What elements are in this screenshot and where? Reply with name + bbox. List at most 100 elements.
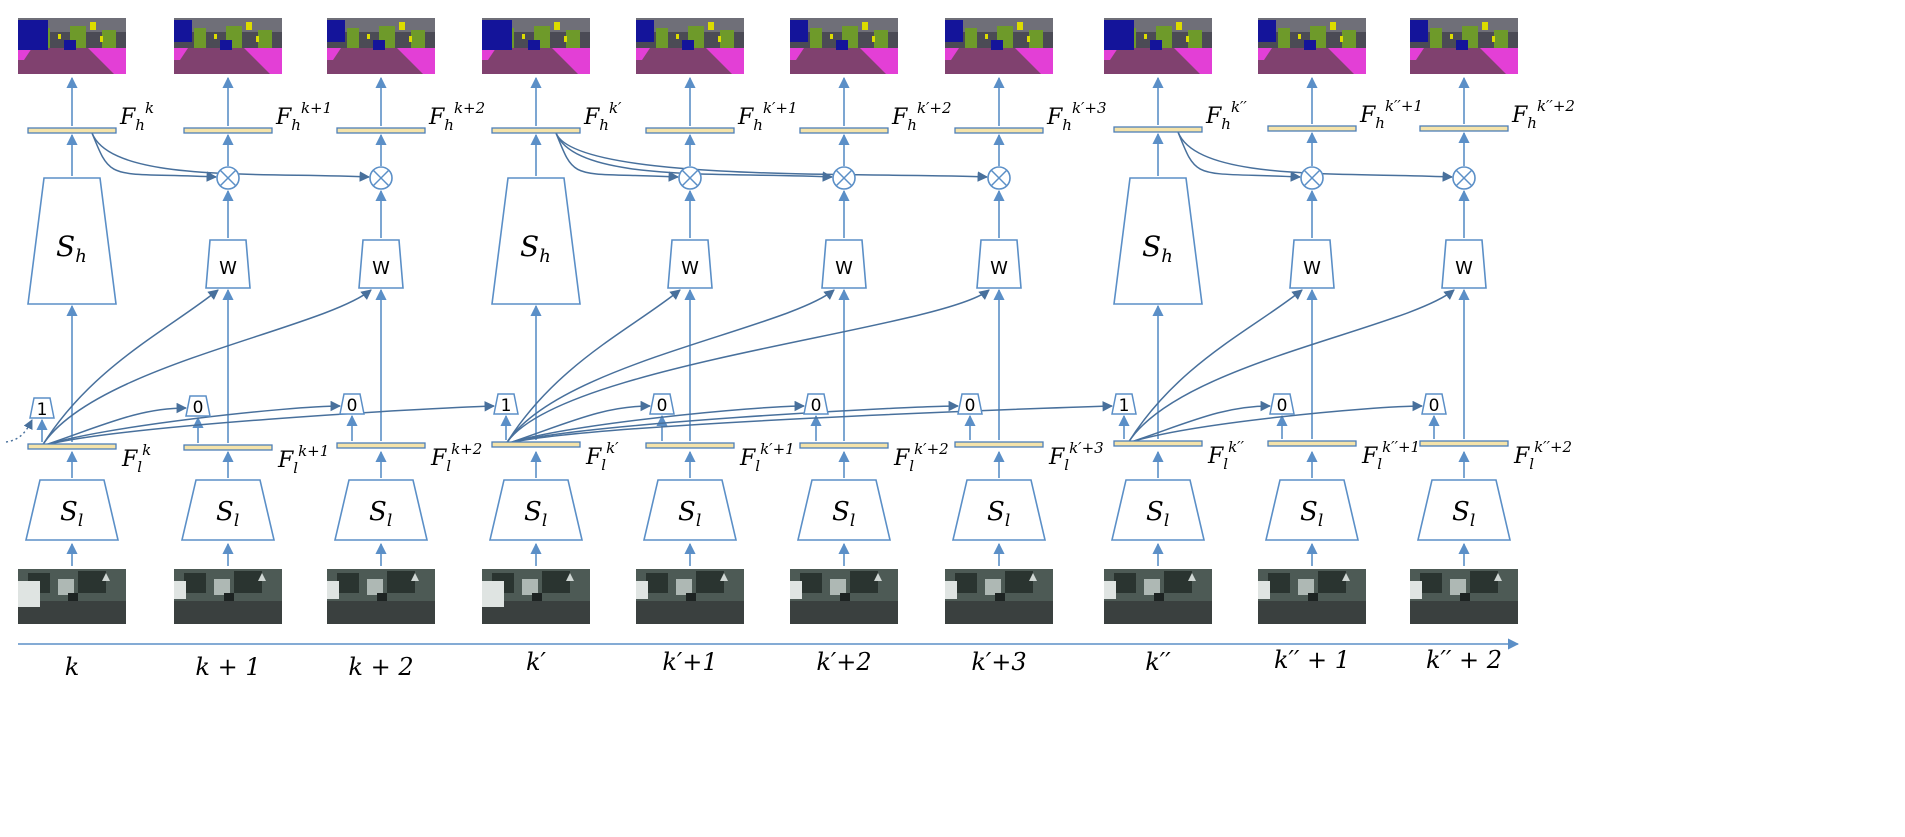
scheduler-gate: [1269, 393, 1295, 415]
feature-propagation-curve: [1177, 131, 1454, 182]
high-level-subnet-label: Sh: [1142, 230, 1173, 267]
nodes-layer: [24, 125, 1512, 541]
low-level-subnet-label: Sl: [1300, 497, 1323, 531]
svg-text:Fhk′′+2: Fhk′′+2: [1511, 97, 1575, 132]
input-video-frame: [174, 569, 282, 624]
segmentation-output-image: [790, 18, 898, 74]
svg-text:Fhk+1: Fhk+1: [275, 99, 332, 134]
weight-predictor-label: W: [835, 258, 853, 279]
high-level-feature-bar: [336, 127, 426, 134]
multiply-icon: [987, 166, 1011, 190]
low-level-subnet-label: Sl: [60, 497, 83, 531]
time-step-label: k: [65, 653, 80, 681]
gate-input-curve: [505, 400, 806, 445]
weight-predictor-label: W: [1455, 258, 1473, 279]
low-level-feature-label: Flk′′+1: [1361, 438, 1420, 473]
low-level-subnet-block: [1110, 479, 1206, 541]
svg-text:Fhk′+3: Fhk′+3: [1046, 99, 1107, 134]
feature-propagation-curve: [555, 132, 834, 182]
scheduler-gate: [1111, 393, 1137, 415]
low-level-subnet-label: Sl: [369, 497, 392, 531]
weight-predictor-block: [1441, 239, 1487, 289]
multiply-icon: [216, 166, 240, 190]
gate-value: 0: [347, 396, 358, 416]
low-level-feature-bar: [1267, 440, 1357, 447]
weight-input-curve: [41, 289, 219, 447]
low-level-subnet-block: [796, 479, 892, 541]
input-video-frame: [18, 569, 126, 624]
low-level-feature-bar: [183, 444, 273, 451]
segmentation-output-image: [482, 18, 590, 74]
svg-text:Fhk′′+1: Fhk′′+1: [1359, 97, 1423, 132]
low-level-subnet-label: Sl: [832, 497, 855, 531]
input-video-frame: [636, 569, 744, 624]
low-level-feature-label: Flk+1: [277, 442, 329, 477]
high-level-feature-label: Fhk′′+1: [1359, 97, 1423, 132]
time-step-label: k′: [526, 648, 547, 676]
gate-value: 0: [965, 396, 976, 416]
gate-value: 1: [37, 400, 48, 420]
low-level-subnet-label: Sl: [678, 497, 701, 531]
svg-text:Fhk′′: Fhk′′: [1205, 98, 1247, 133]
low-level-subnet-label: Sl: [524, 497, 547, 531]
low-level-feature-bar: [27, 443, 117, 450]
weight-predictor-block: [667, 239, 713, 289]
svg-text:Flk′+3: Flk′+3: [1048, 439, 1104, 474]
low-level-feature-label: Flk′′+2: [1513, 438, 1572, 473]
gate-input-curve: [505, 400, 960, 445]
weight-input-curve: [505, 289, 835, 445]
time-step-label: k′+1: [662, 648, 717, 676]
high-level-feature-label: Fhk′+1: [737, 99, 798, 134]
segmentation-output-image: [1104, 18, 1212, 74]
weight-input-curve: [1127, 289, 1303, 444]
low-level-subnet-block: [951, 479, 1047, 541]
frames-layer: [18, 18, 1518, 624]
gate-value: 1: [1119, 396, 1130, 416]
low-level-subnet-block: [24, 479, 120, 541]
high-level-feature-label: Fhk: [119, 99, 154, 134]
high-level-feature-bar: [645, 127, 735, 134]
time-step-label: k + 2: [348, 653, 413, 681]
previous-frame-dotted-arrow: [5, 419, 33, 443]
feature-propagation-curve: [91, 132, 218, 182]
svg-text:Flk′′: Flk′′: [1207, 438, 1245, 473]
svg-text:Flk+1: Flk+1: [277, 442, 329, 477]
segmentation-output-image: [18, 18, 126, 74]
gate-input-curve: [41, 402, 188, 447]
weight-predictor-block: [821, 239, 867, 289]
high-level-subnet-block: [1113, 177, 1203, 305]
low-level-feature-label: Flk′′: [1207, 438, 1245, 473]
segmentation-output-image: [945, 18, 1053, 74]
high-level-feature-label: Fhk+1: [275, 99, 332, 134]
svg-text:Fhk+2: Fhk+2: [428, 99, 485, 134]
svg-text:Flk′: Flk′: [585, 439, 619, 474]
low-level-feature-bar: [336, 442, 426, 449]
low-level-feature-bar: [954, 441, 1044, 448]
high-level-feature-bar: [1419, 125, 1509, 132]
weight-predictor-label: W: [1303, 258, 1321, 279]
gate-input-curve: [505, 400, 652, 445]
gate-input-curve: [41, 400, 342, 447]
high-level-subnet-block: [27, 177, 117, 305]
svg-text:Flk′+2: Flk′+2: [893, 440, 949, 475]
low-level-feature-bar: [1419, 440, 1509, 447]
segmentation-output-image: [1410, 18, 1518, 74]
low-level-feature-label: Flk′+3: [1048, 439, 1104, 474]
time-step-label: k′+2: [816, 648, 871, 676]
weight-input-curve: [505, 289, 990, 445]
time-step-label: k + 1: [195, 653, 260, 681]
svg-text:Flk+2: Flk+2: [430, 440, 482, 475]
segmentation-output-image: [327, 18, 435, 74]
low-level-subnet-label: Sl: [987, 497, 1010, 531]
gate-value: 1: [501, 396, 512, 416]
feature-propagation-curve: [1177, 131, 1302, 182]
multiply-icon: [1452, 166, 1476, 190]
weight-input-curve: [1127, 289, 1455, 444]
key-gate-curve: [505, 401, 1114, 445]
high-level-feature-label: Fhk′′: [1205, 98, 1247, 133]
svg-text:Fhk′: Fhk′: [583, 99, 622, 134]
scheduler-gate: [1421, 393, 1447, 415]
time-step-label: k′′ + 2: [1426, 646, 1502, 674]
weight-predictor-label: W: [990, 258, 1008, 279]
